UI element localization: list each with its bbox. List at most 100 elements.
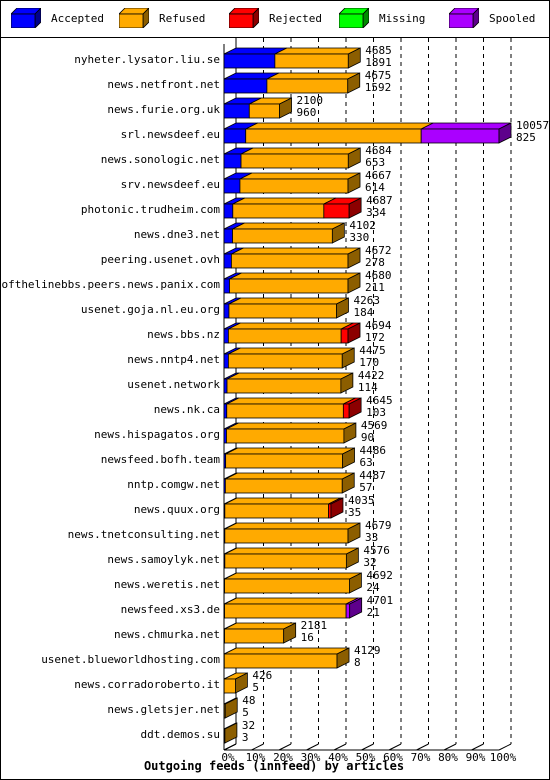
accepted-label: 32 — [363, 556, 376, 569]
legend-label: Accepted — [51, 12, 104, 25]
tick-mark — [223, 743, 237, 751]
accepted-label: 3 — [242, 731, 249, 744]
bar-segment-refused — [231, 253, 349, 269]
accepted-label: 960 — [297, 106, 317, 119]
bar-segment-refused-top — [226, 422, 357, 430]
total-label: 4486 — [360, 444, 387, 457]
bar-segment-refused — [232, 203, 325, 219]
bar-segment-refused-side — [347, 172, 361, 194]
bar-segment-refused — [224, 478, 343, 494]
total-label: 4667 — [365, 169, 392, 182]
bar-segment-refused-top — [240, 147, 361, 155]
accepted-label: 35 — [348, 506, 361, 519]
bar-segment-refused-side — [336, 647, 350, 669]
total-label: 2100 — [297, 94, 324, 107]
legend-swatch-accepted — [11, 8, 41, 28]
bar-segment-accepted — [223, 78, 268, 94]
accepted-label: 33 — [365, 531, 378, 544]
bar-segment-refused-side — [331, 222, 345, 244]
tick-mark — [416, 743, 429, 751]
bar-segment-refused — [239, 178, 349, 194]
bar-segment-refused — [224, 603, 347, 619]
accepted-label: 8 — [354, 656, 361, 669]
bar-segment-refused-top — [226, 397, 356, 405]
total-label: 4475 — [359, 344, 386, 357]
tick-mark — [443, 743, 457, 751]
category-label: news.corradoroberto.it — [74, 678, 220, 691]
tick-mark — [388, 743, 402, 751]
accepted-label: 330 — [349, 231, 369, 244]
bar-segment-refused — [225, 453, 343, 469]
legend-swatch-missing — [339, 8, 369, 28]
accepted-label: 114 — [358, 381, 378, 394]
bar-segment-refused — [224, 528, 349, 544]
x-tick-label: 50% — [356, 751, 376, 764]
category-label: nyheter.lysator.liu.se — [74, 53, 220, 66]
bar-segment-spooled — [420, 128, 500, 144]
x-tick-label: 30% — [301, 751, 321, 764]
category-label: newsfeed.bofh.team — [101, 453, 221, 466]
bar-segment-refused-side — [224, 697, 238, 719]
bar-segment-refused-side — [347, 247, 361, 269]
total-label: 426 — [252, 669, 272, 682]
accepted-label: 63 — [360, 456, 373, 469]
bar-segment-refused-side — [347, 47, 361, 69]
bar-segment-accepted — [223, 203, 234, 219]
total-label: 4680 — [365, 269, 392, 282]
category-label: news.samoylyk.net — [107, 553, 220, 566]
bar-segment-refused — [223, 653, 338, 669]
category-label: srl.newsdeef.eu — [121, 128, 220, 141]
total-label: 48 — [242, 694, 255, 707]
legend-swatch-refused — [119, 8, 149, 28]
bar-segment-rejected — [342, 403, 350, 419]
x-tick-label: 100% — [490, 751, 517, 764]
bar-segment-accepted — [223, 378, 228, 394]
bar-segment-accepted — [223, 103, 250, 119]
bar-segment-refused-side — [347, 272, 361, 294]
bar-segment-rejected-side — [330, 497, 344, 519]
accepted-label: 21 — [367, 606, 380, 619]
x-tick-label: 20% — [273, 751, 293, 764]
bar-segment-refused-side — [235, 672, 248, 694]
total-label: 4684 — [365, 144, 392, 157]
bar-segment-refused — [245, 128, 422, 144]
category-label: news.chmurka.net — [114, 628, 220, 641]
bar-segment-refused-side — [341, 347, 355, 369]
accepted-label: 57 — [359, 481, 372, 494]
bar-segment-accepted — [223, 178, 241, 194]
total-label: 4672 — [365, 244, 392, 257]
total-label: 4487 — [359, 469, 386, 482]
category-label: news.nntp4.net — [127, 353, 220, 366]
category-label: newsfeed.xs3.de — [121, 603, 220, 616]
bar-segment-accepted — [223, 353, 229, 369]
accepted-label: 278 — [365, 256, 385, 269]
bar-segment-refused-top — [232, 222, 345, 230]
accepted-label: 5 — [252, 681, 259, 694]
bar-segment-refused — [224, 628, 285, 644]
bar-segment-refused-top — [239, 172, 361, 180]
category-label: news.nk.ca — [154, 403, 220, 416]
bar-segment-refused-top — [224, 597, 359, 605]
legend-label: Missing — [379, 12, 426, 25]
category-label: news.furie.org.uk — [107, 103, 220, 116]
bar-segment-refused — [266, 78, 349, 94]
bar-segment-refused-side — [347, 72, 361, 94]
tick-mark — [471, 743, 484, 751]
total-label: 2181 — [301, 619, 328, 632]
category-label: srv.newsdeef.eu — [121, 178, 220, 191]
bar-segment-refused-top — [229, 272, 361, 280]
x-tick-label: 40% — [328, 751, 348, 764]
accepted-label: 825 — [516, 131, 536, 144]
category-label: peering.usenet.ovh — [101, 253, 220, 266]
